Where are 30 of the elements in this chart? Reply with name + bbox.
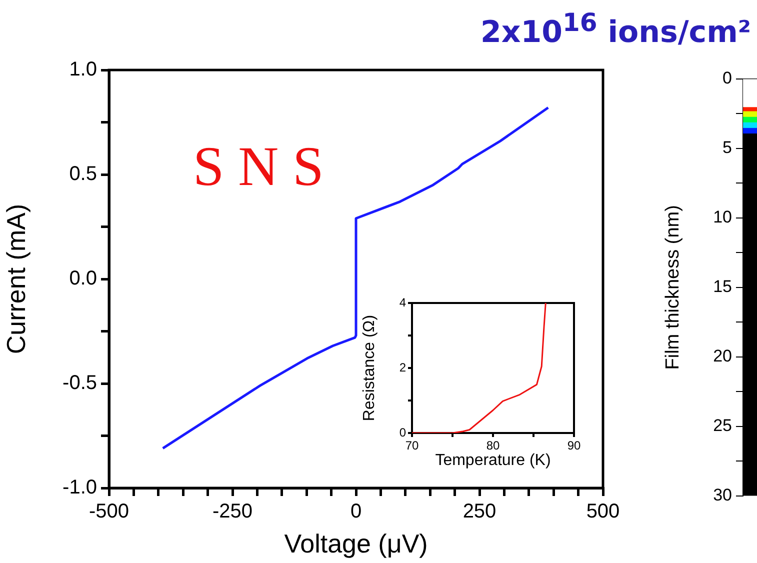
y-tick-label: 1.0: [69, 58, 97, 81]
x-tick-label: 90: [567, 438, 581, 453]
y-tick-label: 20: [713, 346, 732, 366]
y-tick-label: 0: [722, 68, 732, 88]
x-axis-title: Voltage (μV): [284, 528, 428, 559]
chart-title: 2x10$^{16}$ ions/cm²: [480, 8, 751, 50]
x-tick-label: 70: [405, 438, 419, 453]
y-tick-label: 30: [713, 485, 732, 504]
y-tick-label: -0.5: [62, 372, 97, 394]
y-tick-label: 4: [399, 295, 406, 310]
y-tick-label: -1.0: [62, 476, 97, 499]
y-tick-label: 25: [713, 416, 732, 436]
x-tick-label: -250: [212, 500, 253, 523]
x-tick-label: 80: [486, 438, 500, 453]
y-tick-label: 15: [713, 277, 732, 296]
x-tick-label: 250: [462, 500, 496, 523]
y-axis-title: Current (mA): [0, 204, 31, 354]
y-tick-label: 0: [399, 425, 406, 440]
y-axis-title: Film thickness (nm): [662, 205, 684, 370]
y-tick-label: 0.5: [69, 163, 97, 186]
y-axis-title: Resistance (Ω): [361, 314, 378, 422]
x-tick-label: -500: [88, 500, 130, 523]
y-tick-label: 10: [713, 208, 732, 227]
annotation: S N S: [192, 136, 324, 198]
x-tick-label: 0: [350, 500, 362, 523]
y-tick-label: 5: [722, 138, 732, 158]
x-tick-label: 500: [586, 500, 620, 523]
y-tick-label: 0.0: [69, 268, 97, 290]
y-tick-label: 2: [399, 360, 406, 374]
x-axis-title: Temperature (K): [435, 452, 551, 469]
